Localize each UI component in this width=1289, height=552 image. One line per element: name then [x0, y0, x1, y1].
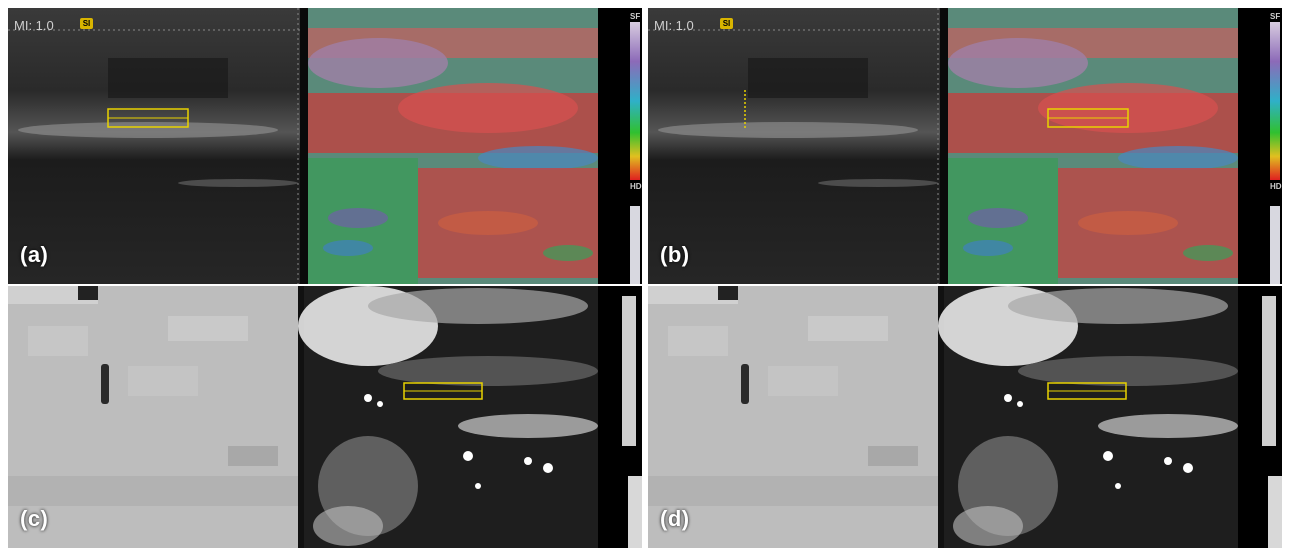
panel-c: (c) — [8, 286, 642, 548]
mi-readout: MI: 1.0 — [654, 18, 694, 33]
panel-b-image — [648, 8, 1282, 284]
color-scale-bar — [630, 22, 640, 180]
panel-a: MI: 1.0 SI SF HD (a) — [8, 8, 642, 284]
gray-mosaic — [648, 286, 938, 548]
panel-label: (b) — [660, 242, 690, 267]
mi-readout: MI: 1.0 — [14, 18, 54, 33]
bmode-image — [648, 8, 940, 284]
scale-bottom-label: HD — [1270, 182, 1282, 191]
scale-top-label: SF — [630, 12, 641, 21]
panel-label: (a) — [20, 242, 49, 267]
si-badge: SI — [720, 18, 733, 29]
panel-b: MI: 1.0 SI SF HD (b) — [648, 8, 1282, 284]
scale-bottom-label: HD — [630, 182, 642, 191]
panel-a-image — [8, 8, 642, 284]
color-scale-bar — [1270, 22, 1280, 180]
si-badge: SI — [80, 18, 93, 29]
elastography-colormap — [948, 8, 1238, 284]
panel-label: (d) — [660, 506, 690, 531]
scale-top-label: SF — [1270, 12, 1281, 21]
panel-label: (c) — [20, 506, 49, 531]
panel-d-image — [648, 286, 1282, 548]
bmode-image — [8, 8, 300, 284]
elastography-colormap — [308, 8, 598, 284]
panel-d: (d) — [648, 286, 1282, 548]
panel-c-image — [8, 286, 642, 548]
gray-mosaic — [8, 286, 298, 548]
